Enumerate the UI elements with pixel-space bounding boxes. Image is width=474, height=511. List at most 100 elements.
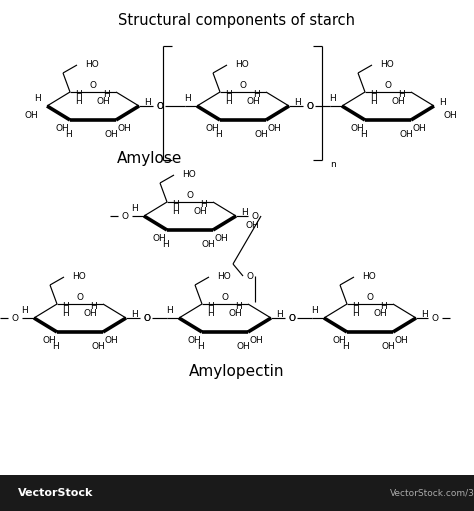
Text: OH: OH [205,124,219,132]
Text: H: H [91,301,97,311]
Text: O: O [307,102,313,110]
Text: OH: OH [96,97,110,105]
Text: HO: HO [217,271,231,281]
Text: OH: OH [443,110,457,120]
Text: H: H [22,306,28,314]
Text: HO: HO [85,59,99,68]
Text: H: H [371,97,377,105]
Text: H: H [226,97,232,105]
Text: HO: HO [362,271,376,281]
Text: H: H [226,89,232,99]
Text: H: H [381,301,387,311]
Text: O: O [289,314,295,322]
Text: O: O [156,102,164,110]
Text: H: H [63,301,69,311]
Text: O: O [289,314,295,322]
Text: O: O [90,81,97,89]
Text: H: H [361,129,367,138]
Text: Amylose: Amylose [117,151,182,166]
Text: H: H [35,94,41,103]
Text: H: H [173,206,179,216]
Text: OH: OH [267,124,281,132]
Text: H: H [216,129,222,138]
Text: H: H [65,129,73,138]
Text: H: H [132,310,138,318]
Text: H: H [353,309,359,317]
Text: OH: OH [42,336,56,344]
Text: OH: OH [246,97,260,105]
Text: H: H [163,240,169,248]
Text: H: H [167,306,173,314]
Text: OH: OH [394,336,408,344]
Text: OH: OH [236,341,250,351]
Text: H: H [295,98,301,106]
Text: OH: OH [373,309,387,317]
Text: n: n [330,159,336,169]
Text: H: H [236,301,242,311]
Text: OH: OH [412,124,426,132]
Text: H: H [371,89,377,99]
Text: OH: OH [332,336,346,344]
Text: H: H [277,310,283,318]
Text: H: H [145,98,151,106]
Text: H: H [311,306,319,314]
Text: H: H [132,203,138,213]
Text: OH: OH [193,206,207,216]
Text: O: O [186,191,193,199]
Text: OH: OH [55,124,69,132]
Text: O: O [144,314,151,322]
Text: O: O [121,212,128,221]
Text: H: H [76,89,82,99]
Text: H: H [104,89,110,99]
Text: H: H [173,199,179,208]
Text: H: H [198,341,204,351]
Text: OH: OH [83,309,97,317]
Text: H: H [353,301,359,311]
Text: OH: OH [104,129,118,138]
Text: O: O [431,314,438,322]
Text: OH: OH [399,129,413,138]
Text: HO: HO [182,170,196,178]
Text: O: O [144,314,151,322]
Text: OH: OH [249,336,263,344]
Text: H: H [185,94,191,103]
Text: VectorStock: VectorStock [18,488,93,498]
Text: HO: HO [72,271,86,281]
Text: OH: OH [381,341,395,351]
Text: O: O [307,102,313,110]
Text: O: O [239,81,246,89]
Text: H: H [242,207,248,217]
Text: VectorStock.com/3769311: VectorStock.com/3769311 [390,489,474,498]
Text: OH: OH [391,97,405,105]
Text: OH: OH [104,336,118,344]
Text: H: H [343,341,349,351]
Text: OH: OH [245,221,259,229]
Text: O: O [252,212,258,221]
Text: H: H [76,97,82,105]
Text: H: H [422,310,428,318]
Text: HO: HO [235,59,249,68]
Text: OH: OH [187,336,201,344]
Text: Amylopectin: Amylopectin [189,363,285,379]
Text: OH: OH [214,234,228,243]
Text: O: O [221,292,228,301]
Text: H: H [329,94,337,103]
Text: O: O [384,81,392,89]
Text: OH: OH [152,234,166,243]
Text: H: H [208,301,214,311]
Text: H: H [208,309,214,317]
Text: OH: OH [350,124,364,132]
Text: Structural components of starch: Structural components of starch [118,13,356,28]
Text: OH: OH [201,240,215,248]
Text: H: H [399,89,405,99]
Text: O: O [11,314,18,322]
Text: O: O [76,292,83,301]
Text: H: H [201,199,207,208]
Text: H: H [439,98,447,106]
Text: O: O [156,102,164,110]
Text: HO: HO [380,59,394,68]
Text: H: H [254,89,260,99]
Text: OH: OH [254,129,268,138]
Bar [0,475,474,511]
Text: H: H [53,341,59,351]
